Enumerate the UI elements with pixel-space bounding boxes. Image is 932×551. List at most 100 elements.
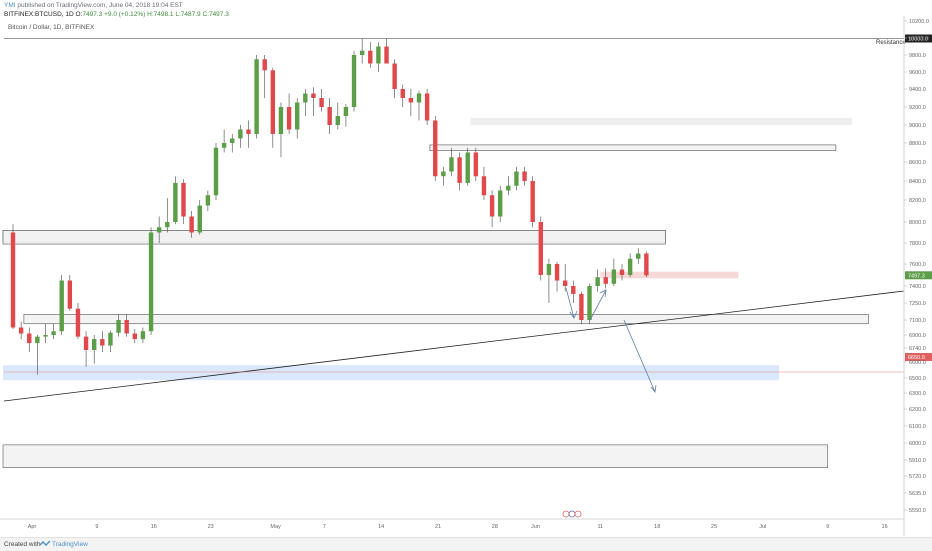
candle-body <box>343 107 349 116</box>
price-tick-label: 6900.0 <box>909 333 926 339</box>
price-tick-label: 6300.0 <box>909 391 926 397</box>
date-axis: Apr 9 16 23 May 7 14 21 28 Jun 11 18 25 Jul 9 16 <box>0 518 904 530</box>
candle-body <box>83 336 89 350</box>
created-with-text: Created with <box>4 541 41 548</box>
author-name[interactable]: YMI <box>4 2 16 9</box>
candle-body <box>554 264 560 281</box>
zone-rect <box>3 365 780 381</box>
price-tick-label: 6740.0 <box>909 346 926 352</box>
candle-body <box>116 320 121 333</box>
candle-body <box>238 129 243 139</box>
candle-body <box>603 277 608 284</box>
zone-rect <box>470 117 853 125</box>
candle-body <box>165 222 170 228</box>
price-tick-label: 7600.0 <box>909 262 926 268</box>
current-price-tag-bg <box>905 271 932 280</box>
candle-body <box>514 171 519 186</box>
candle-body <box>59 280 64 332</box>
date-tick-label: 23 <box>208 524 214 530</box>
candle-body <box>587 286 592 320</box>
tradingview-brand[interactable]: TradingView <box>52 541 88 548</box>
zone-rect <box>2 230 666 245</box>
price-tick-label: 10200.0 <box>909 19 929 25</box>
date-tick-label: 7 <box>323 524 326 530</box>
candle-body <box>562 280 568 286</box>
price-tick-label: 8800.0 <box>909 141 926 147</box>
candle-body <box>92 339 97 350</box>
date-tick-label: 25 <box>711 524 717 530</box>
candle-body <box>481 176 487 196</box>
high-value: H:7498.1 <box>147 11 174 18</box>
trendline <box>3 290 905 402</box>
candle-body <box>319 98 324 107</box>
price-tick-label: 9200.0 <box>909 105 926 111</box>
candle-body <box>67 280 73 309</box>
candle-body <box>579 293 584 320</box>
zone-rect <box>429 144 837 151</box>
candle-body <box>506 185 511 191</box>
candle-body <box>595 277 600 286</box>
publish-line: YMI published on TradingView.com, June 0… <box>4 1 183 10</box>
candle-body <box>530 181 535 222</box>
zone-rect <box>2 444 829 468</box>
candle-body <box>400 89 405 98</box>
close-value: C:7497.3 <box>202 11 229 18</box>
candle-body <box>441 171 446 177</box>
candle-body <box>489 195 495 217</box>
candle-body <box>27 333 32 344</box>
candle-body <box>571 286 576 294</box>
candle-body <box>173 182 178 222</box>
ohlc-line: BITFINEX:BTCUSD, 1D O:7497.3 +9.0 (+0.12… <box>4 10 229 19</box>
drawing-overlays: Resistance 7497.3 6650.0 10000.0 <box>3 34 932 518</box>
candle-body <box>132 333 137 340</box>
marker-price-tag-bg <box>905 353 932 361</box>
change-value: +9.0 (+0.12%) <box>104 11 146 18</box>
price-tick-label: 7100.0 <box>909 318 926 324</box>
price-chart[interactable]: Resistance 7497.3 6650.0 10000.0 10200.0 100… <box>0 0 932 537</box>
price-tick-label: 8400.0 <box>909 179 926 185</box>
candle-body <box>627 258 633 275</box>
candle-body <box>498 190 503 217</box>
price-tick-label: 7250.0 <box>909 301 926 307</box>
price-tick-label: 6600.0 <box>909 360 926 366</box>
candle-body <box>278 107 284 134</box>
candle-body <box>148 232 154 332</box>
candle-body <box>156 227 162 233</box>
candle-body <box>611 269 617 284</box>
price-tick-label: 9400.0 <box>909 87 926 93</box>
price-tick-label: 8600.0 <box>909 160 926 166</box>
candle-body <box>18 327 24 334</box>
zone-rect <box>600 271 739 279</box>
candle-body <box>213 147 219 196</box>
price-tick-label: 6500.0 <box>909 376 926 382</box>
date-tick-label: 9 <box>826 524 829 530</box>
projection-arrow <box>623 319 656 393</box>
resistance-price-tag-bg <box>905 34 932 43</box>
candle-body <box>546 264 552 275</box>
date-tick-label: 28 <box>492 524 498 530</box>
projection-arrow <box>650 384 657 393</box>
candle-body <box>270 70 276 134</box>
candle-body <box>205 195 211 206</box>
price-tick-label: 5635.0 <box>909 491 926 497</box>
candle-body <box>35 336 40 344</box>
candle-body <box>368 50 373 64</box>
candle-body <box>457 157 462 183</box>
price-tick-label: 9600.0 <box>909 70 926 76</box>
candle-body <box>197 205 202 233</box>
date-tick-label: 11 <box>598 524 604 530</box>
candle-body <box>392 63 397 89</box>
resistance-label: Resistance <box>876 40 906 46</box>
candle-body <box>327 107 332 125</box>
price-tick-label: 9000.0 <box>909 123 926 129</box>
candle-body <box>140 331 146 340</box>
projection-arrow <box>569 310 578 319</box>
candle-body <box>286 107 292 130</box>
price-tick-label: 5910.0 <box>909 458 926 464</box>
candle-body <box>311 93 316 98</box>
price-tick-label: 7800.0 <box>909 241 926 247</box>
candle-body <box>644 253 649 276</box>
candle-body <box>124 320 129 334</box>
candlestick-series <box>10 38 649 375</box>
price-tick-label: 9800.0 <box>909 53 926 59</box>
